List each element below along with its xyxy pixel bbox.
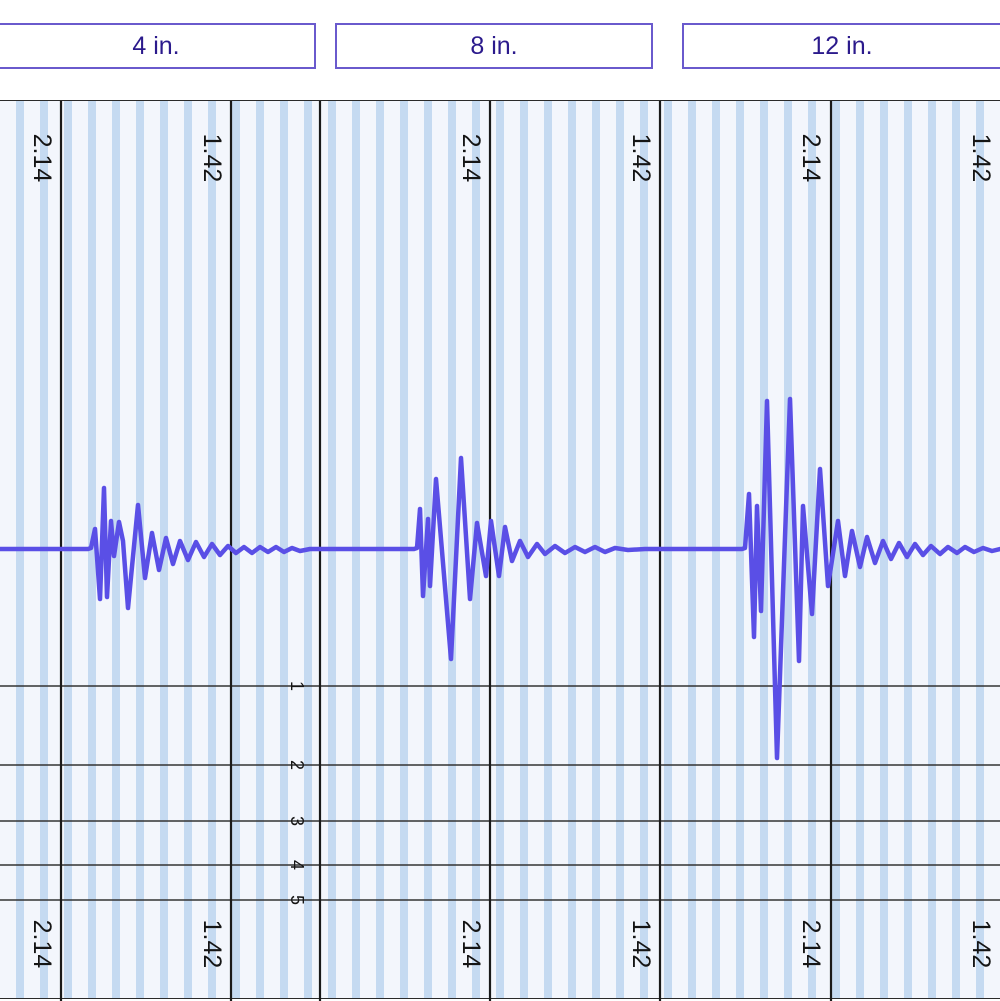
waveform-trace [317,455,663,662]
scale-number: 3 [287,815,307,826]
bottom-axis-label: 1.42 [967,919,995,969]
bottom-axis-label: 1.42 [627,919,655,969]
top-axis-label: 1.42 [198,133,226,183]
top-axis-label: 2.14 [797,133,825,183]
tab-8-in-label: 8 in. [470,31,518,60]
tab-12-in-label: 12 in. [811,31,873,60]
top-axis-label: 1.42 [627,133,655,183]
tab-8-in[interactable]: 8 in. [335,23,653,69]
bottom-axis-label: 2.14 [797,919,825,969]
tab-4-in[interactable]: 4 in. [0,23,316,69]
bottom-axis-label: 1.42 [198,919,226,969]
top-axis-label: 2.14 [457,133,485,183]
waveform-trace [657,396,1000,761]
scale-number: 2 [287,759,307,770]
tab-4-in-label: 4 in. [132,31,180,60]
bottom-axis-label: 2.14 [28,919,56,969]
top-axis-label: 1.42 [967,133,995,183]
waveform-trace [0,485,323,611]
scale-number: 1 [287,680,307,691]
waveform-chart: 2.14 1.42 2.14 1.42 2.14 1.42 2.14 1.42 2.14 1.42… [0,100,1000,1001]
scale-number: 5 [287,894,307,905]
bottom-axis-label: 2.14 [457,919,485,969]
tab-12-in[interactable]: 12 in. [682,23,1000,69]
scale-number: 4 [287,859,307,870]
top-axis-label: 2.14 [28,133,56,183]
